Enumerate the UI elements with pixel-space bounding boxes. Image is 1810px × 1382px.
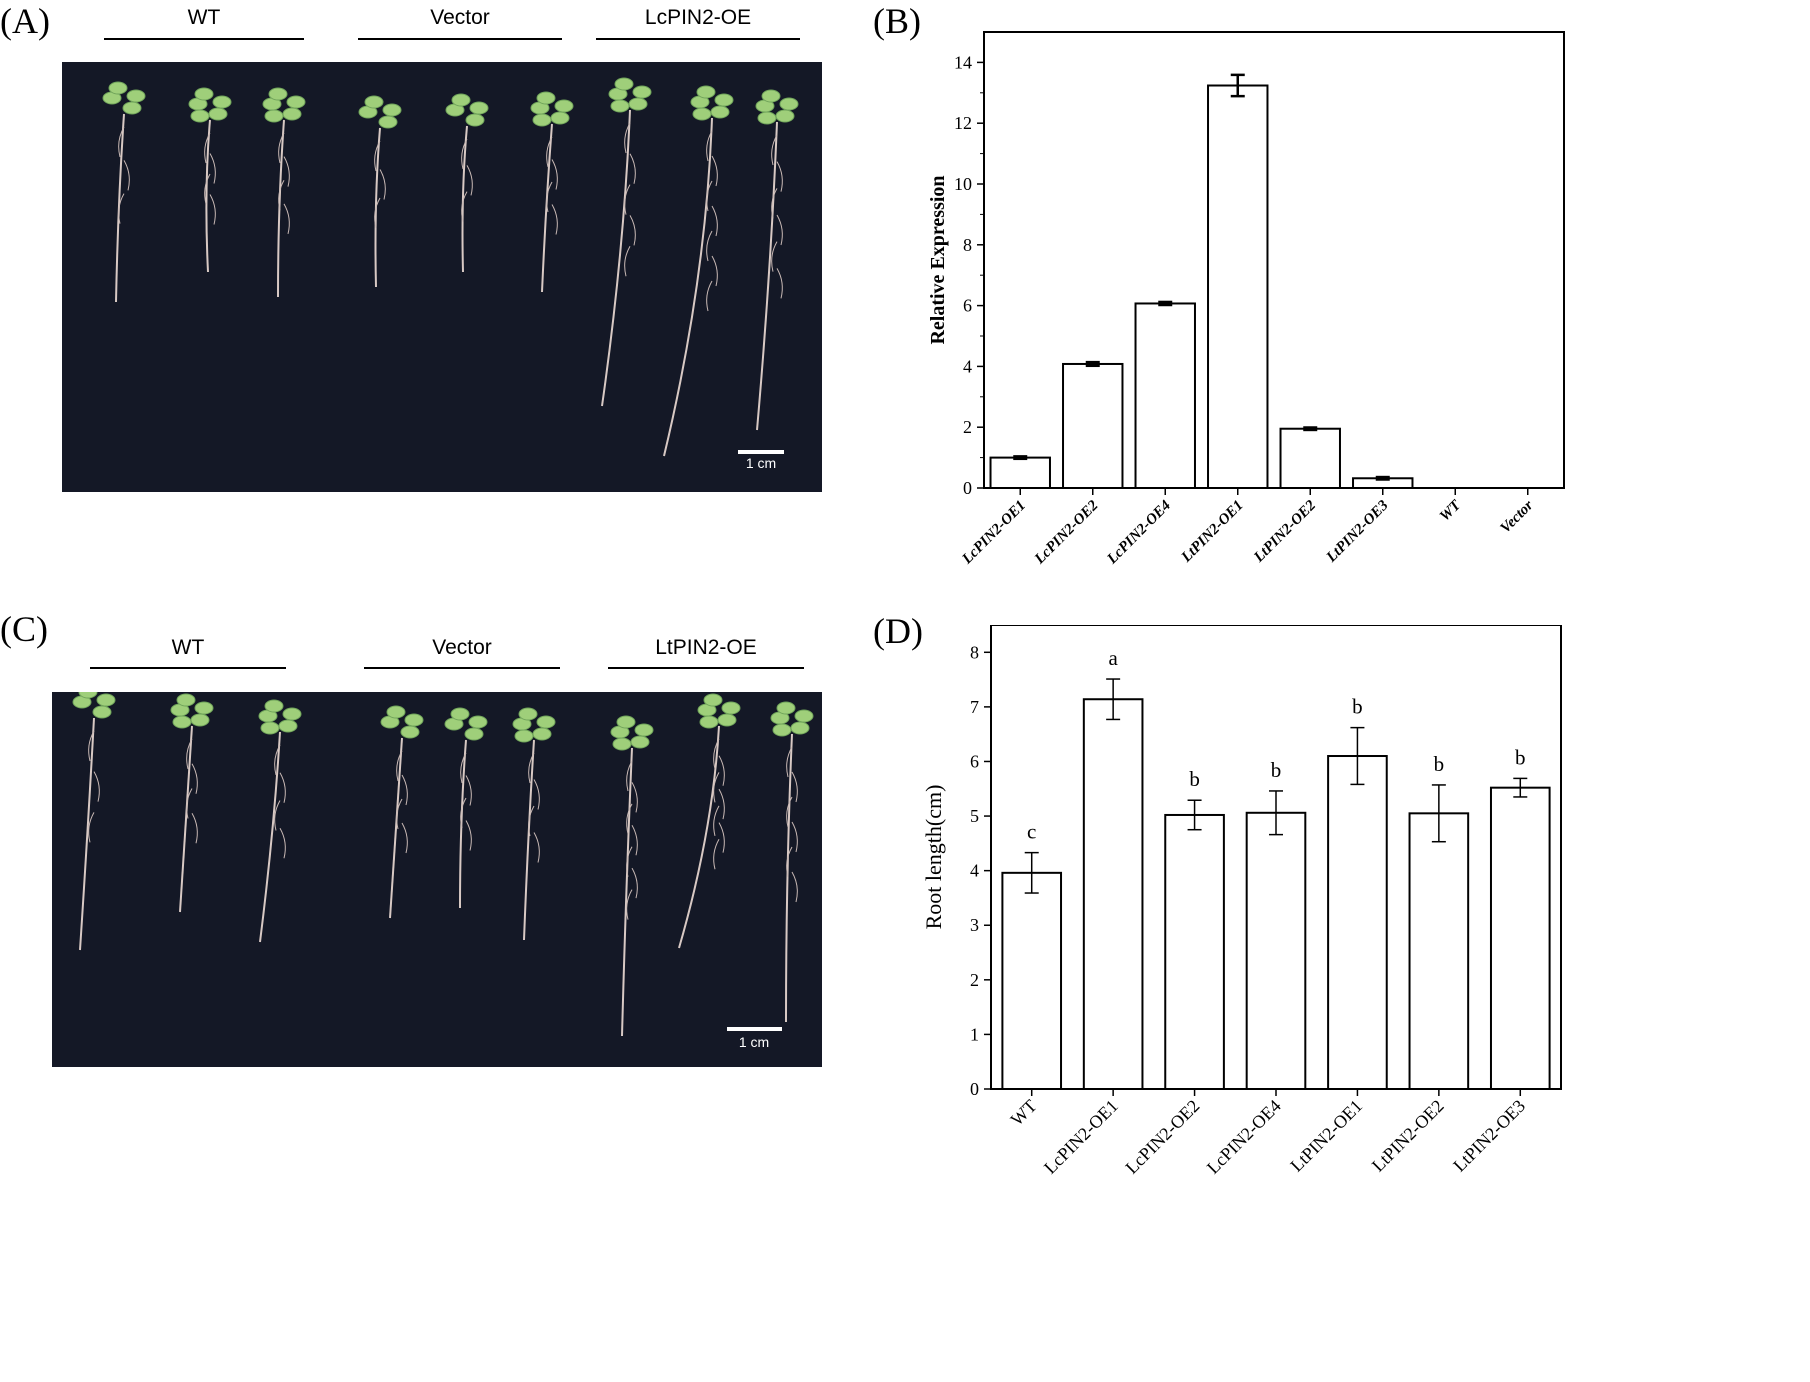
bar: [1062, 362, 1124, 489]
seedling: [610, 715, 654, 1037]
seedling: [262, 87, 306, 298]
group-line-wt-c: [90, 667, 286, 669]
significance-letter: b: [1515, 745, 1526, 769]
seedling: [72, 692, 116, 951]
group-label-vector-c: Vector: [432, 636, 492, 659]
bar: [1327, 755, 1388, 1090]
y-axis-label: Relative Expression: [927, 175, 949, 344]
bar: [1134, 302, 1196, 489]
seedling: [188, 87, 232, 273]
group-label-wt-c: WT: [171, 636, 205, 659]
bar: [1207, 84, 1269, 489]
y-tick-label: 5: [970, 806, 979, 826]
y-tick-label: 1: [970, 1024, 979, 1044]
y-axis-label: Root length(cm): [921, 785, 946, 930]
y-tick-label: 0: [963, 478, 972, 498]
y-tick-label: 10: [954, 174, 972, 194]
significance-letter: c: [1027, 820, 1036, 844]
y-tick-label: 12: [954, 113, 972, 133]
bar: [1245, 811, 1307, 1090]
x-tick-label: LtPIN2-OE3: [1323, 497, 1392, 566]
significance-letter: a: [1108, 646, 1118, 670]
significance-letter: b: [1352, 695, 1363, 719]
seedling: [445, 93, 489, 273]
x-tick-label: LcPIN2-OE4: [1104, 497, 1175, 568]
y-tick-label: 8: [963, 235, 972, 255]
y-tick-label: 4: [963, 356, 972, 376]
y-tick-label: 14: [954, 52, 972, 72]
group-label-wt-a: WT: [187, 6, 221, 29]
x-tick-label: WT: [1437, 497, 1465, 525]
y-tick-label: 0: [970, 1079, 979, 1099]
seedling: [601, 77, 652, 407]
x-tick-label: LtPIN2-OE2: [1250, 497, 1319, 566]
x-tick-label: LcPIN2-OE2: [1031, 497, 1102, 568]
seedling: [380, 705, 424, 919]
group-line-vector-a: [358, 38, 562, 40]
bar: [1082, 698, 1144, 1091]
x-tick-label: WT: [1007, 1096, 1041, 1130]
seedling: [102, 81, 146, 303]
significance-letter: b: [1189, 767, 1200, 791]
x-tick-label: LcPIN2-OE1: [1040, 1096, 1122, 1178]
x-tick-label: LtPIN2-OE2: [1368, 1096, 1448, 1176]
y-tick-label: 2: [963, 417, 972, 437]
bar: [1279, 427, 1341, 489]
seedling: [170, 693, 214, 913]
seedling-photo-a: 1 cm: [62, 62, 822, 492]
seedling: [258, 699, 302, 943]
seedling: [530, 91, 574, 293]
y-tick-label: 6: [963, 296, 972, 316]
seedling: [358, 95, 402, 288]
group-line-vector-c: [364, 667, 560, 669]
bar: [1164, 813, 1225, 1090]
panel-label-b: (B): [873, 1, 921, 41]
scale-bar-label: 1 cm: [746, 455, 776, 471]
group-label-vector-a: Vector: [430, 6, 490, 29]
expression-bar-chart: 0 2 4 6 8 10 12 14 Relative Expression LcPIN2-OE1…: [927, 31, 1565, 568]
seedling: [678, 693, 741, 949]
x-tick-label: Vector: [1498, 497, 1537, 536]
panel-label-c: (C): [0, 609, 48, 649]
seedling: [512, 707, 556, 941]
y-tick-label: 8: [970, 642, 979, 662]
group-label-oe-a: LcPIN2-OE: [644, 6, 752, 29]
scale-bar-label: 1 cm: [739, 1034, 769, 1050]
x-tick-label: LcPIN2-OE1: [959, 498, 1029, 568]
y-tick-label: 3: [970, 915, 979, 935]
y-tick-label: 4: [970, 861, 979, 881]
significance-letter: b: [1434, 752, 1445, 776]
y-tick-label: 7: [970, 697, 979, 717]
group-line-oe-a: [596, 38, 800, 40]
group-line-oe-c: [608, 667, 804, 669]
bar: [1001, 871, 1063, 1090]
group-line-wt-a: [104, 38, 304, 40]
plot-frame: [983, 31, 1565, 489]
x-tick-label: LtPIN2-OE1: [1286, 1096, 1366, 1176]
panel-label-d: (D): [873, 611, 923, 651]
y-tick-label: 6: [970, 751, 979, 771]
seedling: [444, 707, 488, 909]
panel-label-a: (A): [0, 1, 50, 41]
x-tick-label: LtPIN2-OE1: [1178, 498, 1247, 567]
seedling: [770, 701, 814, 1023]
y-tick-label: 2: [970, 970, 979, 990]
significance-letter: b: [1271, 758, 1282, 782]
x-tick-label: LcPIN2-OE2: [1121, 1096, 1203, 1178]
seedling: [663, 85, 734, 457]
seedling: [755, 89, 799, 431]
x-tick-label: LtPIN2-OE3: [1449, 1096, 1529, 1176]
root-length-bar-chart: 0 1 2 3 4 5 6 7 8 Root length(cm) c WT a LcPIN2-OE1 b L…: [921, 625, 1562, 1178]
bar: [1408, 812, 1470, 1090]
seedling-photo-c: 1 cm: [52, 692, 822, 1067]
group-label-oe-c: LtPIN2-OE: [655, 636, 757, 659]
x-tick-label: LcPIN2-OE4: [1203, 1096, 1285, 1178]
bar: [989, 456, 1051, 490]
bar: [1489, 786, 1551, 1090]
